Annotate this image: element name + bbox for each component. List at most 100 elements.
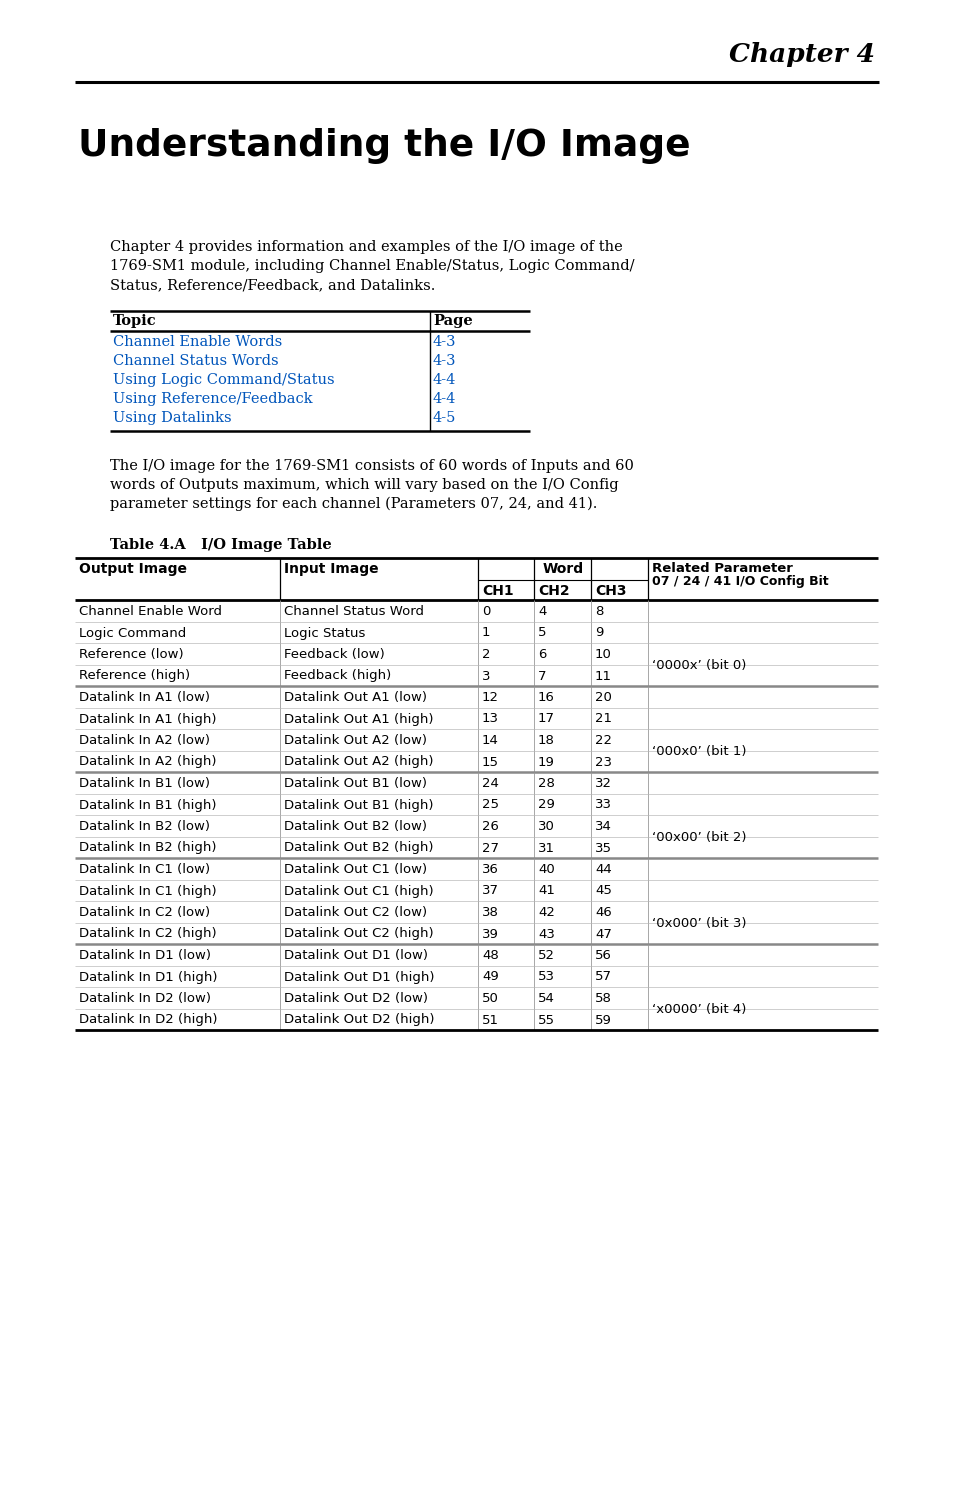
Text: 49: 49 [481, 971, 498, 983]
Text: 33: 33 [595, 799, 612, 812]
Text: Page: Page [433, 314, 473, 329]
Text: 21: 21 [595, 712, 612, 726]
Text: Channel Enable Word: Channel Enable Word [79, 605, 222, 619]
Text: 55: 55 [537, 1014, 555, 1026]
Text: 16: 16 [537, 691, 555, 703]
Text: 39: 39 [481, 928, 498, 940]
Text: Datalink Out A2 (high): Datalink Out A2 (high) [284, 755, 433, 769]
Text: 59: 59 [595, 1014, 611, 1026]
Text: ‘00x00’ (bit 2): ‘00x00’ (bit 2) [651, 831, 745, 845]
Text: 35: 35 [595, 842, 612, 855]
Text: Datalink Out A2 (low): Datalink Out A2 (low) [284, 735, 427, 746]
Text: Datalink Out D2 (low): Datalink Out D2 (low) [284, 992, 428, 1005]
Text: words of Outputs maximum, which will vary based on the I/O Config: words of Outputs maximum, which will var… [110, 477, 618, 492]
Text: Datalink Out A1 (high): Datalink Out A1 (high) [284, 712, 433, 726]
Text: Datalink In B1 (low): Datalink In B1 (low) [79, 778, 210, 790]
Text: 36: 36 [481, 862, 498, 876]
Text: CH3: CH3 [595, 584, 626, 598]
Text: 0: 0 [481, 605, 490, 619]
Text: Reference (low): Reference (low) [79, 648, 183, 662]
Text: Feedback (low): Feedback (low) [284, 648, 384, 662]
Text: 45: 45 [595, 885, 611, 898]
Text: Datalink Out D1 (low): Datalink Out D1 (low) [284, 949, 428, 962]
Text: Datalink Out B2 (high): Datalink Out B2 (high) [284, 842, 433, 855]
Text: 4-4: 4-4 [433, 373, 456, 387]
Text: Word: Word [542, 562, 583, 575]
Text: Related Parameter: Related Parameter [651, 562, 792, 575]
Text: 2: 2 [481, 648, 490, 662]
Text: Datalink Out A1 (low): Datalink Out A1 (low) [284, 691, 427, 703]
Text: Understanding the I/O Image: Understanding the I/O Image [78, 128, 690, 164]
Text: 24: 24 [481, 778, 498, 790]
Text: ‘000x0’ (bit 1): ‘000x0’ (bit 1) [651, 745, 745, 758]
Text: Datalink In D1 (high): Datalink In D1 (high) [79, 971, 217, 983]
Text: Using Logic Command/Status: Using Logic Command/Status [112, 373, 335, 387]
Text: 20: 20 [595, 691, 611, 703]
Text: Using Reference/Feedback: Using Reference/Feedback [112, 393, 313, 406]
Text: 43: 43 [537, 928, 555, 940]
Text: Chapter 4 provides information and examples of the I/O image of the: Chapter 4 provides information and examp… [110, 239, 622, 254]
Text: CH2: CH2 [537, 584, 569, 598]
Text: 52: 52 [537, 949, 555, 962]
Text: 58: 58 [595, 992, 611, 1005]
Text: 56: 56 [595, 949, 611, 962]
Text: Datalink In C1 (low): Datalink In C1 (low) [79, 862, 210, 876]
Text: Datalink Out C1 (low): Datalink Out C1 (low) [284, 862, 427, 876]
Text: 3: 3 [481, 669, 490, 683]
Text: 4-3: 4-3 [433, 335, 456, 349]
Text: 11: 11 [595, 669, 612, 683]
Text: Logic Status: Logic Status [284, 626, 365, 639]
Text: 4-4: 4-4 [433, 393, 456, 406]
Text: 10: 10 [595, 648, 611, 662]
Text: 4-3: 4-3 [433, 354, 456, 367]
Text: Datalink In B2 (high): Datalink In B2 (high) [79, 842, 216, 855]
Text: 42: 42 [537, 906, 555, 919]
Text: parameter settings for each channel (Parameters 07, 24, and 41).: parameter settings for each channel (Par… [110, 497, 597, 512]
Text: 48: 48 [481, 949, 498, 962]
Text: ‘0000x’ (bit 0): ‘0000x’ (bit 0) [651, 660, 745, 672]
Text: CH1: CH1 [481, 584, 513, 598]
Text: Channel Status Words: Channel Status Words [112, 354, 278, 367]
Text: 26: 26 [481, 819, 498, 833]
Text: 13: 13 [481, 712, 498, 726]
Text: 54: 54 [537, 992, 555, 1005]
Text: 53: 53 [537, 971, 555, 983]
Text: Topic: Topic [112, 314, 156, 329]
Text: 47: 47 [595, 928, 611, 940]
Text: 51: 51 [481, 1014, 498, 1026]
Text: Datalink Out C2 (high): Datalink Out C2 (high) [284, 928, 434, 940]
Text: 37: 37 [481, 885, 498, 898]
Text: Datalink In C2 (low): Datalink In C2 (low) [79, 906, 210, 919]
Text: Datalink In A1 (high): Datalink In A1 (high) [79, 712, 216, 726]
Text: Datalink In B2 (low): Datalink In B2 (low) [79, 819, 210, 833]
Text: 34: 34 [595, 819, 611, 833]
Text: Datalink In D2 (high): Datalink In D2 (high) [79, 1014, 217, 1026]
Text: 23: 23 [595, 755, 612, 769]
Text: 17: 17 [537, 712, 555, 726]
Text: Feedback (high): Feedback (high) [284, 669, 391, 683]
Text: 6: 6 [537, 648, 546, 662]
Text: 7: 7 [537, 669, 546, 683]
Text: Table 4.A   I/O Image Table: Table 4.A I/O Image Table [110, 538, 332, 552]
Text: Datalink Out B1 (low): Datalink Out B1 (low) [284, 778, 427, 790]
Text: 12: 12 [481, 691, 498, 703]
Text: Output Image: Output Image [79, 562, 187, 575]
Text: 14: 14 [481, 735, 498, 746]
Text: 32: 32 [595, 778, 612, 790]
Text: 1769-SM1 module, including Channel Enable/Status, Logic Command/: 1769-SM1 module, including Channel Enabl… [110, 259, 634, 274]
Text: Datalink In A1 (low): Datalink In A1 (low) [79, 691, 210, 703]
Text: Logic Command: Logic Command [79, 626, 186, 639]
Text: Datalink In C2 (high): Datalink In C2 (high) [79, 928, 216, 940]
Text: 27: 27 [481, 842, 498, 855]
Text: Datalink Out D1 (high): Datalink Out D1 (high) [284, 971, 434, 983]
Text: Using Datalinks: Using Datalinks [112, 410, 232, 425]
Text: 8: 8 [595, 605, 602, 619]
Text: 44: 44 [595, 862, 611, 876]
Text: Datalink In C1 (high): Datalink In C1 (high) [79, 885, 216, 898]
Text: 40: 40 [537, 862, 554, 876]
Text: 41: 41 [537, 885, 555, 898]
Text: 31: 31 [537, 842, 555, 855]
Text: Channel Enable Words: Channel Enable Words [112, 335, 282, 349]
Text: 50: 50 [481, 992, 498, 1005]
Text: Input Image: Input Image [284, 562, 378, 575]
